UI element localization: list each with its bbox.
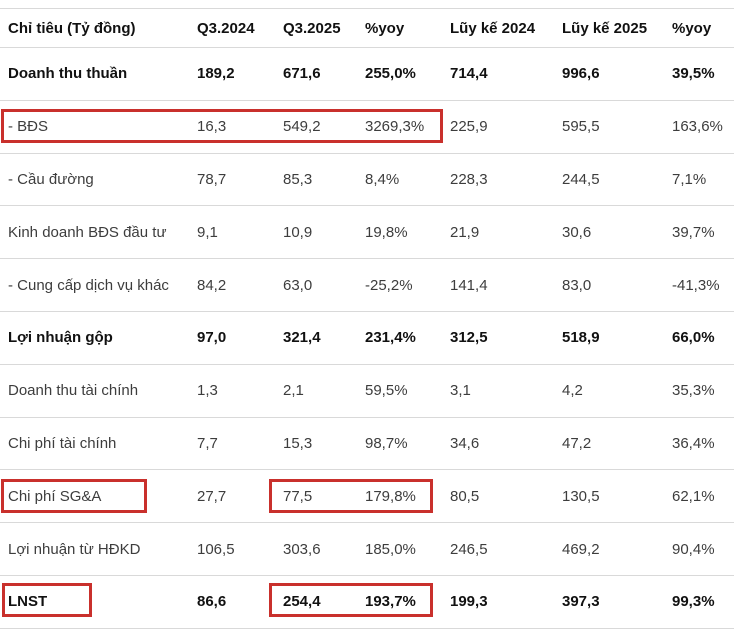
column-header: %yoy	[672, 8, 734, 48]
cell-value: 10,9	[283, 205, 365, 260]
cell-value: 97,0	[197, 311, 283, 365]
cell-value: 63,0	[283, 258, 365, 312]
row-label: - Cung cấp dịch vụ khác	[0, 258, 197, 312]
cell-value: 3,1	[450, 364, 562, 418]
cell-value: 1,3	[197, 364, 283, 418]
cell-value: 8,4%	[365, 153, 450, 207]
cell-value: 66,0%	[672, 311, 734, 365]
cell-value: 312,5	[450, 311, 562, 365]
table-row: Lợi nhuận gộp 97,0 321,4 231,4% 312,5 518,9 66…	[0, 311, 734, 365]
cell-value: 47,2	[562, 417, 672, 471]
cell-value: 7,1%	[672, 153, 734, 207]
cell-value: 254,4	[283, 575, 365, 629]
table-row: - BĐS 16,3 549,2 3269,3% 225,9 595,5 163,6%	[0, 100, 734, 154]
column-header: Q3.2025	[283, 8, 365, 48]
cell-value: 193,7%	[365, 575, 450, 629]
row-label: Lợi nhuận gộp	[0, 311, 197, 365]
cell-value: 99,3%	[672, 575, 734, 629]
cell-value: 85,3	[283, 153, 365, 207]
row-label: Lợi nhuận từ HĐKD	[0, 522, 197, 576]
cell-value: 80,5	[450, 469, 562, 524]
cell-value: 189,2	[197, 47, 283, 101]
cell-value: 246,5	[450, 522, 562, 576]
cell-value: 321,4	[283, 311, 365, 365]
table-row: Doanh thu tài chính 1,3 2,1 59,5% 3,1 4,2 35,3…	[0, 364, 734, 418]
cell-value: 397,3	[562, 575, 672, 629]
cell-value: -41,3%	[672, 258, 734, 312]
table-body: Doanh thu thuần 189,2 671,6 255,0% 714,4 996,…	[0, 47, 734, 629]
cell-value: 39,7%	[672, 205, 734, 260]
cell-value: 84,2	[197, 258, 283, 312]
column-header: %yoy	[365, 8, 450, 48]
cell-value: 549,2	[283, 100, 365, 154]
cell-value: 185,0%	[365, 522, 450, 576]
cell-value: 179,8%	[365, 469, 450, 524]
cell-value: 671,6	[283, 47, 365, 101]
row-label: LNST	[0, 575, 197, 629]
column-header: Lũy kế 2024	[450, 8, 562, 48]
cell-value: 16,3	[197, 100, 283, 154]
table-header-row: Chỉ tiêu (Tỷ đồng) Q3.2024 Q3.2025 %yoy Lũy …	[0, 8, 734, 48]
cell-value: 59,5%	[365, 364, 450, 418]
cell-value: 469,2	[562, 522, 672, 576]
cell-value: 303,6	[283, 522, 365, 576]
cell-value: 90,4%	[672, 522, 734, 576]
table-row: - Cung cấp dịch vụ khác 84,2 63,0 -25,2% 141…	[0, 258, 734, 312]
row-label: - BĐS	[0, 100, 197, 154]
table-row: Doanh thu thuần 189,2 671,6 255,0% 714,4 996,…	[0, 47, 734, 101]
cell-value: 141,4	[450, 258, 562, 312]
row-label: Doanh thu thuần	[0, 47, 197, 101]
table-row: LNST 86,6 254,4 193,7% 199,3 397,3 99,3%	[0, 575, 734, 629]
cell-value: 62,1%	[672, 469, 734, 524]
cell-value: 34,6	[450, 417, 562, 471]
cell-value: 83,0	[562, 258, 672, 312]
cell-value: 4,2	[562, 364, 672, 418]
cell-value: 15,3	[283, 417, 365, 471]
cell-value: 19,8%	[365, 205, 450, 260]
row-label: Doanh thu tài chính	[0, 364, 197, 418]
cell-value: 225,9	[450, 100, 562, 154]
cell-value: 86,6	[197, 575, 283, 629]
cell-value: 130,5	[562, 469, 672, 524]
cell-value: 996,6	[562, 47, 672, 101]
row-label: Chi phí SG&A	[0, 469, 197, 524]
cell-value: 106,5	[197, 522, 283, 576]
cell-value: 595,5	[562, 100, 672, 154]
cell-value: 2,1	[283, 364, 365, 418]
cell-value: 255,0%	[365, 47, 450, 101]
cell-value: 518,9	[562, 311, 672, 365]
row-label: Kinh doanh BĐS đầu tư	[0, 205, 197, 260]
cell-value: -25,2%	[365, 258, 450, 312]
cell-value: 35,3%	[672, 364, 734, 418]
cell-value: 77,5	[283, 469, 365, 524]
column-header-label: Chỉ tiêu (Tỷ đồng)	[0, 8, 197, 48]
table-row: Kinh doanh BĐS đầu tư 9,1 10,9 19,8% 21,9 30,…	[0, 205, 734, 260]
cell-value: 714,4	[450, 47, 562, 101]
table-row: - Cầu đường 78,7 85,3 8,4% 228,3 244,5 7,1%	[0, 153, 734, 207]
cell-value: 36,4%	[672, 417, 734, 471]
cell-value: 7,7	[197, 417, 283, 471]
cell-value: 199,3	[450, 575, 562, 629]
cell-value: 30,6	[562, 205, 672, 260]
financial-results-table: Chỉ tiêu (Tỷ đồng) Q3.2024 Q3.2025 %yoy Lũy …	[0, 8, 734, 629]
cell-value: 231,4%	[365, 311, 450, 365]
row-label: Chi phí tài chính	[0, 417, 197, 471]
cell-value: 163,6%	[672, 100, 734, 154]
column-header: Q3.2024	[197, 8, 283, 48]
table-row: Lợi nhuận từ HĐKD 106,5 303,6 185,0% 246,5 46…	[0, 522, 734, 576]
cell-value: 21,9	[450, 205, 562, 260]
cell-value: 39,5%	[672, 47, 734, 101]
column-header: Lũy kế 2025	[562, 8, 672, 48]
cell-value: 27,7	[197, 469, 283, 524]
cell-value: 9,1	[197, 205, 283, 260]
row-label: - Cầu đường	[0, 153, 197, 207]
cell-value: 3269,3%	[365, 100, 450, 154]
table-row: Chi phí SG&A 27,7 77,5 179,8% 80,5 130,5 62,1%	[0, 469, 734, 524]
cell-value: 98,7%	[365, 417, 450, 471]
cell-value: 244,5	[562, 153, 672, 207]
cell-value: 78,7	[197, 153, 283, 207]
cell-value: 228,3	[450, 153, 562, 207]
table-row: Chi phí tài chính 7,7 15,3 98,7% 34,6 47,2 36,…	[0, 417, 734, 471]
